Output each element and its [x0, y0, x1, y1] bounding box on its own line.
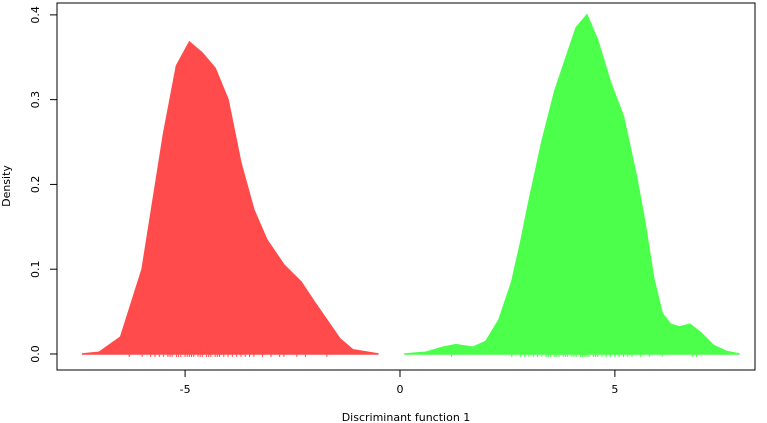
density-area	[404, 13, 740, 355]
x-axis-label: Discriminant function 1	[342, 411, 471, 423]
y-axis-label: Density	[0, 165, 13, 207]
y-tick-label: 0.0	[29, 345, 42, 363]
y-tick-label: 0.1	[29, 260, 42, 278]
y-tick-label: 0.3	[29, 91, 42, 109]
x-tick-label: -5	[180, 383, 191, 396]
x-tick-label: 0	[396, 383, 403, 396]
y-tick-label: 0.4	[29, 6, 42, 24]
y-tick-label: 0.2	[29, 176, 42, 194]
density-area	[81, 40, 379, 355]
x-tick-label: 5	[611, 383, 618, 396]
